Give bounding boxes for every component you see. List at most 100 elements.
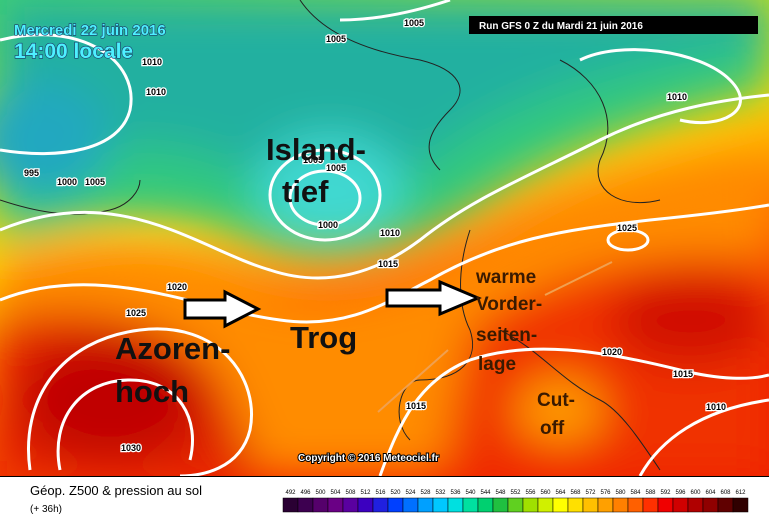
isobar-label: 1000 <box>318 220 338 230</box>
annotation: seiten- <box>476 325 537 346</box>
isobar-label: 1010 <box>706 402 726 412</box>
isobar-labels: 1005 1005 1010 1010 1010 995 1000 1005 1… <box>23 17 728 455</box>
scale-swatch <box>477 497 494 513</box>
scale-label: 584 <box>630 490 641 496</box>
isobar-label: 1015 <box>378 259 398 269</box>
isobar-label: 1010 <box>146 87 166 97</box>
scale-swatch <box>327 497 344 513</box>
scale-label: 560 <box>540 490 551 496</box>
scale-label: 612 <box>735 490 746 496</box>
map-date: Mercredi 22 juin 2016 <box>14 22 166 39</box>
annotation: lage <box>478 354 516 375</box>
scale-swatch <box>702 497 719 513</box>
scale-swatch <box>687 497 704 513</box>
annotation: Vorder- <box>476 294 542 315</box>
isobar-label: 1025 <box>617 223 637 233</box>
scale-swatch <box>522 497 539 513</box>
scale-swatch <box>432 497 449 513</box>
scale-swatch <box>402 497 419 513</box>
scale-label: 504 <box>330 490 341 496</box>
scale-label: 544 <box>480 490 491 496</box>
scale-swatch <box>507 497 524 513</box>
isobar-label: 1020 <box>167 282 187 292</box>
scale-swatch <box>492 497 509 513</box>
isobar-label: 1005 <box>303 155 323 165</box>
scale-label: 576 <box>600 490 611 496</box>
annotations: Island- tief Azoren- hoch Trog warme Vor… <box>115 132 575 439</box>
isobar-label: 1025 <box>126 308 146 318</box>
isobar-label: 1005 <box>85 177 105 187</box>
isobar-label: 1010 <box>667 92 687 102</box>
scale-label: 580 <box>615 490 626 496</box>
run-box <box>469 16 758 34</box>
isobar-label: 1030 <box>121 443 141 453</box>
scale-label: 524 <box>405 490 416 496</box>
scale-label: 600 <box>690 490 701 496</box>
legend-subtitle: (+ 36h) <box>30 504 62 515</box>
annotation: tief <box>282 174 329 209</box>
scale-label: 496 <box>300 490 311 496</box>
scale-swatch <box>462 497 479 513</box>
map-time: 14:00 locale <box>14 40 133 63</box>
isobar-label: 1005 <box>326 34 346 44</box>
scale-swatch <box>372 497 389 513</box>
isobar-label: 1015 <box>673 369 693 379</box>
scale-label: 540 <box>465 490 476 496</box>
scale-label: 568 <box>570 490 581 496</box>
scale-label: 536 <box>450 490 461 496</box>
scale-swatch <box>612 497 629 513</box>
scale-label: 592 <box>660 490 671 496</box>
flow-arrows <box>183 279 482 329</box>
annotation: Trog <box>290 320 357 355</box>
scale-swatch <box>582 497 599 513</box>
hint-arrows <box>377 261 613 413</box>
scale-swatch <box>597 497 614 513</box>
scale-label: 512 <box>360 490 371 496</box>
scale-label: 564 <box>555 490 566 496</box>
isobar-label: 1010 <box>142 57 162 67</box>
scale-label: 588 <box>645 490 656 496</box>
isobars <box>0 0 769 476</box>
run-info: Run GFS 0 Z du Mardi 21 juin 2016 <box>479 21 643 32</box>
map-background <box>0 0 769 476</box>
scale-swatch <box>732 497 749 513</box>
scale-swatch <box>357 497 374 513</box>
scale-label: 548 <box>495 490 506 496</box>
scale-label: 572 <box>585 490 596 496</box>
isobar-label: 1020 <box>602 347 622 357</box>
scale-swatch <box>717 497 734 513</box>
scale-label: 500 <box>315 490 326 496</box>
annotation: warme <box>475 267 536 288</box>
scale-label: 596 <box>675 490 686 496</box>
isobar-label: 1005 <box>326 163 346 173</box>
annotation: Cut- <box>537 390 575 411</box>
scale-swatch <box>642 497 659 513</box>
scale-label: 520 <box>390 490 401 496</box>
scale-swatch <box>657 497 674 513</box>
annotation: off <box>540 418 565 439</box>
scale-label: 552 <box>510 490 521 496</box>
scale-swatch <box>297 497 314 513</box>
scale-label: 604 <box>705 490 716 496</box>
scale-label: 532 <box>435 490 446 496</box>
isobar-label: 995 <box>24 168 39 178</box>
scale-label: 608 <box>720 490 731 496</box>
scale-swatch <box>672 497 689 513</box>
scale-label: 492 <box>285 490 296 496</box>
isobar-label: 1005 <box>404 18 424 28</box>
scale-swatch <box>567 497 584 513</box>
scale-label: 508 <box>345 490 356 496</box>
isobar-label: 1015 <box>406 401 426 411</box>
scale-swatch <box>282 497 299 513</box>
scale-swatch <box>417 497 434 513</box>
scale-swatch <box>387 497 404 513</box>
scale-label: 556 <box>525 490 536 496</box>
copyright: Copyright © 2016 Meteociel.fr <box>298 453 439 464</box>
scale-swatch <box>537 497 554 513</box>
annotation: hoch <box>115 374 189 409</box>
scale-swatch <box>552 497 569 513</box>
annotation: Azoren- <box>115 331 230 366</box>
scale-swatch <box>627 497 644 513</box>
scale-label: 528 <box>420 490 431 496</box>
